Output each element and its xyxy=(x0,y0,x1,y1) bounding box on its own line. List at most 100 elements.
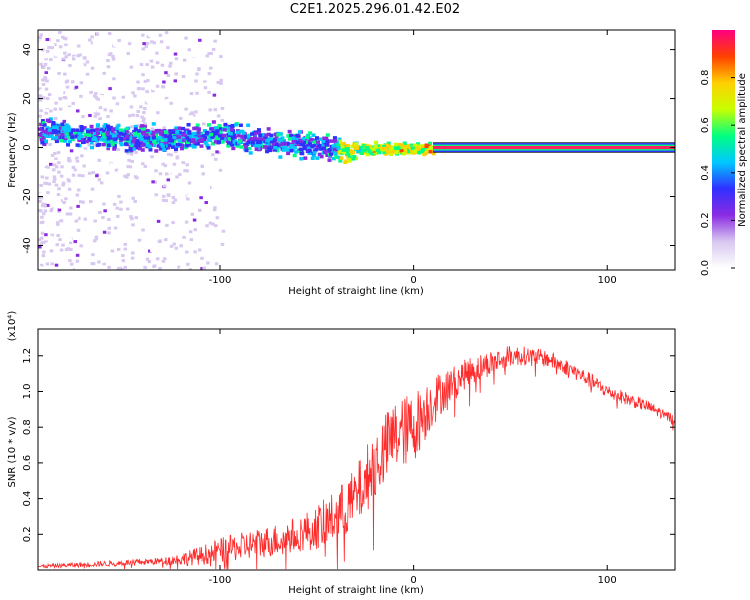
noise-pixel xyxy=(178,101,183,105)
noise-pixel xyxy=(141,87,145,91)
band-pixel xyxy=(218,127,223,131)
noise-pixel xyxy=(165,99,170,103)
noise-pixel xyxy=(76,166,80,170)
noise-pixel xyxy=(158,262,163,266)
noise-pixel xyxy=(89,143,94,147)
band-pixel xyxy=(290,144,295,148)
spectrogram-y-ticks: -40 -20 0 20 40 xyxy=(22,43,675,254)
band-pixel xyxy=(110,142,115,147)
band-pixel xyxy=(144,133,149,137)
noise-pixel xyxy=(136,110,140,114)
band-pixel xyxy=(299,151,304,156)
band-pixel xyxy=(171,130,176,135)
band-pixel xyxy=(106,140,111,144)
band-pixel xyxy=(105,130,110,135)
band-pixel xyxy=(141,127,146,131)
noise-pixel xyxy=(49,58,53,62)
noise-pixel xyxy=(59,248,64,252)
band-pixel xyxy=(191,145,196,149)
noise-pixel xyxy=(129,46,134,50)
band-pixel xyxy=(194,136,199,140)
noise-pixel xyxy=(39,236,44,240)
noise-pixel xyxy=(39,242,44,246)
noise-pixel xyxy=(153,254,158,258)
band-pixel xyxy=(45,126,50,130)
noise-pixel xyxy=(80,98,84,102)
noise-pixel xyxy=(98,117,102,121)
band-pixel xyxy=(308,131,313,135)
band-pixel xyxy=(419,149,424,154)
band-pixel xyxy=(367,149,372,153)
noise-pixel xyxy=(103,108,107,112)
snr-x-ticks: -100 0 100 xyxy=(209,329,617,586)
noise-pixel xyxy=(111,54,115,58)
noise-pixel xyxy=(38,114,42,118)
band-pixel xyxy=(185,140,190,145)
noise-pixel xyxy=(200,256,204,260)
band-pixel xyxy=(64,134,69,139)
band-pixel xyxy=(192,131,197,136)
noise-pixel xyxy=(45,79,49,83)
band-pixel xyxy=(175,130,180,134)
band-pixel xyxy=(83,132,88,137)
band-pixel xyxy=(51,121,56,126)
noise-pixel xyxy=(78,106,83,110)
noise-pixel xyxy=(114,181,119,185)
noise-pixel xyxy=(44,233,48,237)
noise-pixel xyxy=(85,72,90,76)
noise-pixel xyxy=(92,143,97,147)
band-pixel xyxy=(258,133,263,138)
noise-pixel xyxy=(107,231,111,235)
noise-pixel xyxy=(52,175,57,179)
band-pixel xyxy=(403,149,408,154)
band-pixel xyxy=(107,127,112,132)
band-pixel xyxy=(213,140,218,144)
noise-pixel xyxy=(214,262,219,266)
noise-pixel xyxy=(59,265,63,269)
band-pixel xyxy=(132,137,137,142)
noise-pixel xyxy=(211,222,215,226)
noise-pixel xyxy=(49,235,53,239)
noise-pixel xyxy=(68,237,73,241)
band-pixel xyxy=(70,135,75,139)
noise-pixel xyxy=(46,242,50,246)
noise-pixel xyxy=(191,53,196,57)
noise-pixel xyxy=(67,107,72,111)
band-pixel xyxy=(222,128,227,132)
colorbar-ticks: 0.0 0.2 0.4 0.6 0.8 xyxy=(700,70,735,276)
noise-pixel xyxy=(215,150,219,154)
noise-pixel xyxy=(42,212,46,216)
noise-pixel xyxy=(40,204,45,208)
noise-pixel xyxy=(145,41,150,45)
noise-pixel xyxy=(189,64,193,68)
snr-ytick-label: 0.8 xyxy=(22,419,33,435)
snr-ytick-label: 0.4 xyxy=(22,491,33,507)
band-pixel xyxy=(307,142,312,146)
noise-pixel xyxy=(167,171,171,175)
band-pixel xyxy=(67,135,72,140)
band-pixel xyxy=(134,140,139,145)
band-pixel xyxy=(227,124,232,129)
noise-pixel xyxy=(166,178,171,182)
noise-pixel xyxy=(75,111,79,115)
noise-pixel xyxy=(212,208,217,212)
band-pixel xyxy=(267,146,272,150)
noise-pixel xyxy=(97,254,102,258)
band-pixel xyxy=(211,120,216,124)
noise-pixel xyxy=(38,245,42,249)
noise-pixel xyxy=(40,72,44,76)
band-pixel xyxy=(312,149,317,153)
noise-pixel xyxy=(62,119,67,123)
band-pixel xyxy=(151,122,156,126)
noise-pixel xyxy=(65,42,70,46)
noise-pixel xyxy=(72,241,76,245)
band-pixel xyxy=(256,140,261,145)
noise-pixel xyxy=(197,67,201,71)
steady-line-band-2 xyxy=(432,145,675,150)
noise-pixel xyxy=(130,125,134,129)
band-pixel xyxy=(86,133,91,138)
band-pixel xyxy=(40,119,45,123)
band-pixel xyxy=(132,134,137,139)
band-pixel xyxy=(246,123,251,128)
noise-pixel xyxy=(184,107,188,111)
